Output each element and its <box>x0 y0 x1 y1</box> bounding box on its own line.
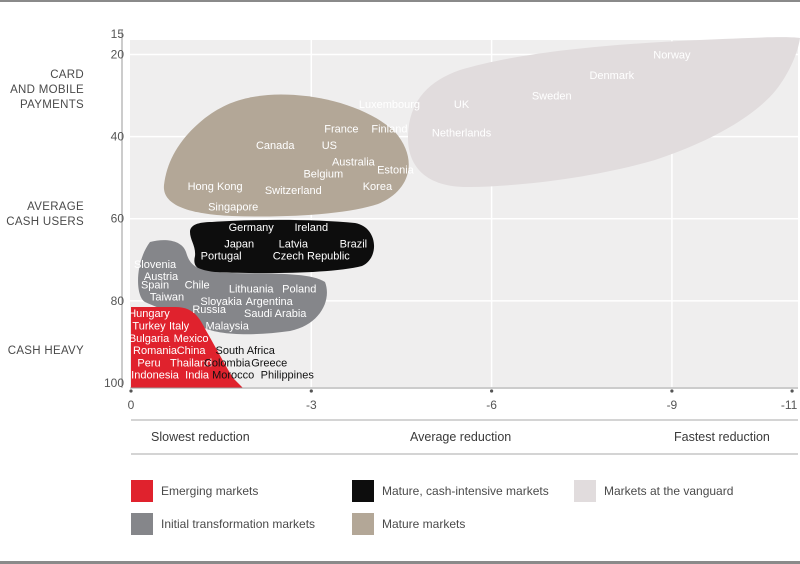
country-label: India <box>185 370 210 382</box>
y-category-card-mobile: CARD AND MOBILE PAYMENTS <box>10 69 84 111</box>
y-category-average-cash: AVERAGE CASH USERS <box>6 201 84 228</box>
country-label: Czech Republic <box>273 251 351 263</box>
country-label: Estonia <box>377 164 415 176</box>
x-tick-label: 0 <box>128 398 135 412</box>
legend-swatch <box>352 480 374 502</box>
x-tick-label: -11 <box>781 398 798 412</box>
country-label: Brazil <box>340 238 368 250</box>
country-label: South Africa <box>216 345 276 357</box>
y-tick-label: 80 <box>111 294 125 308</box>
country-label: Norway <box>653 50 691 62</box>
country-label: Mexico <box>174 333 209 345</box>
y-tick-label: 60 <box>111 212 125 226</box>
x-tick-mark <box>490 389 494 393</box>
y-tick-label: 40 <box>111 130 125 144</box>
legend-swatch <box>131 513 153 535</box>
x-tick-mark <box>309 389 313 393</box>
speed-label-slowest: Slowest reduction <box>151 430 250 444</box>
country-label: US <box>322 140 337 152</box>
x-tick-label: -6 <box>486 398 497 412</box>
country-label: Turkey <box>132 320 166 332</box>
country-labels: Norway Denmark Sweden Luxembourg UK Finland Ne… <box>128 50 691 382</box>
country-label: Greece <box>251 357 287 369</box>
y-category-cash-heavy: CASH HEAVY <box>7 345 84 357</box>
country-label: Singapore <box>208 201 258 213</box>
legend-label: Initial transformation markets <box>161 517 316 531</box>
country-label: Lithuania <box>229 284 275 296</box>
x-tick-mark <box>670 389 674 393</box>
country-label: China <box>177 345 207 357</box>
country-label: Netherlands <box>432 128 492 140</box>
country-label: Peru <box>137 357 160 369</box>
y-tick-label: 20 <box>111 48 125 62</box>
legend-label: Markets at the vanguard <box>604 484 734 498</box>
country-label: Russia <box>192 304 227 316</box>
country-label: Sweden <box>532 91 572 103</box>
legend-swatch <box>131 480 153 502</box>
bottom-border <box>0 561 800 564</box>
x-tick-mark <box>790 389 794 393</box>
country-label: Saudi Arabia <box>244 308 307 320</box>
vanguard-region <box>408 37 800 188</box>
country-label: Slovenia <box>134 259 177 271</box>
country-label: Korea <box>363 181 393 193</box>
country-label: Italy <box>169 320 190 332</box>
mature-region <box>163 94 409 217</box>
legend-label: Emerging markets <box>161 484 259 498</box>
country-label: Belgium <box>303 169 343 181</box>
country-label: Australia <box>332 156 376 168</box>
country-label: Finland <box>371 123 407 135</box>
country-label: France <box>324 123 358 135</box>
country-label: Taiwan <box>150 292 184 304</box>
country-label: Malaysia <box>205 320 249 332</box>
legend-item-emerging: Emerging markets <box>131 479 258 503</box>
country-label: Luxembourg <box>359 99 420 111</box>
country-label: UK <box>454 99 470 111</box>
x-tick-mark <box>129 389 133 393</box>
country-label: Slovakia <box>200 296 242 308</box>
speed-label-average: Average reduction <box>410 430 512 444</box>
cluster-regions <box>131 37 800 388</box>
axes: 15 20 40 60 80 100 0 -3 -6 -9 -11 <box>104 27 798 455</box>
country-label: Bulgaria <box>129 333 170 345</box>
emerging-region <box>131 307 243 388</box>
legend-label: Mature markets <box>382 517 466 531</box>
x-tick-label: -9 <box>667 398 678 412</box>
country-label: Canada <box>256 140 295 152</box>
y-tick-label: 100 <box>104 376 124 390</box>
country-label: Colombia <box>204 357 251 369</box>
legend-swatch <box>352 513 374 535</box>
country-label: Latvia <box>279 238 309 250</box>
country-label: Spain <box>141 279 169 291</box>
top-border <box>0 0 800 2</box>
legend-item-vanguard: Markets at the vanguard <box>574 479 733 503</box>
speed-label-fastest: Fastest reduction <box>674 430 770 444</box>
country-label: Hong Kong <box>188 181 243 193</box>
legend-item-mature: Mature markets <box>352 512 465 536</box>
country-label: Ireland <box>294 222 328 234</box>
country-label: Romania <box>133 345 178 357</box>
country-label: Denmark <box>589 70 634 82</box>
legend-item-mature-cash-intensive: Mature, cash-intensive markets <box>352 479 549 503</box>
country-label: Japan <box>224 238 254 250</box>
legend-label: Mature, cash-intensive markets <box>382 484 549 498</box>
legend-item-initial-transformation: Initial transformation markets <box>131 512 315 536</box>
country-label: Austria <box>144 271 179 283</box>
country-label: Germany <box>229 222 275 234</box>
country-label: Thailand <box>170 357 212 369</box>
country-label: Poland <box>282 284 316 296</box>
country-label: Portugal <box>201 251 242 263</box>
country-label: Argentina <box>246 296 294 308</box>
country-label: Hungary <box>128 308 170 320</box>
country-label: Indonesia <box>131 370 180 382</box>
y-tick-label: 15 <box>111 27 125 41</box>
mature-cash-intensive-region <box>190 219 375 274</box>
country-label: Switzerland <box>265 185 322 197</box>
country-label: Chile <box>185 279 210 291</box>
x-tick-label: -3 <box>306 398 317 412</box>
country-label: Morocco <box>212 370 254 382</box>
legend-swatch <box>574 480 596 502</box>
country-label: Philippines <box>261 370 315 382</box>
